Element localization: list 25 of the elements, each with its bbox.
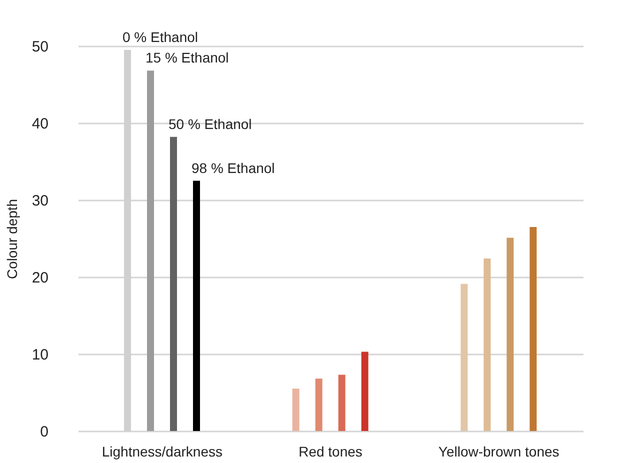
- series-label: 0 % Ethanol: [122, 28, 198, 45]
- y-tick-label: 20: [32, 270, 48, 286]
- bar: [460, 284, 468, 431]
- x-tick-label: Red tones: [298, 444, 362, 460]
- bar: [170, 136, 177, 431]
- bar: [193, 180, 200, 431]
- bar: [506, 238, 514, 431]
- y-tick-label: 10: [32, 346, 48, 364]
- bar: [315, 378, 322, 431]
- bar: [147, 70, 154, 431]
- y-axis-title: Colour depth: [4, 198, 20, 280]
- y-tick-label: 40: [32, 116, 48, 132]
- x-tick-label: Lightness/darkness: [102, 444, 222, 460]
- series-label: 98 % Ethanol: [192, 160, 275, 176]
- y-tick-label: 0: [40, 424, 48, 440]
- bar: [484, 258, 491, 431]
- y-tick-label: 30: [32, 192, 48, 210]
- y-tick-label: 50: [32, 38, 48, 56]
- series-label: 50 % Ethanol: [168, 116, 252, 132]
- bar: [361, 352, 368, 431]
- bar: [338, 374, 346, 431]
- x-tick-label: Yellow-brown tones: [438, 444, 560, 460]
- bar: [292, 388, 300, 431]
- series-label: 15 % Ethanol: [146, 50, 229, 66]
- bar: [530, 226, 537, 431]
